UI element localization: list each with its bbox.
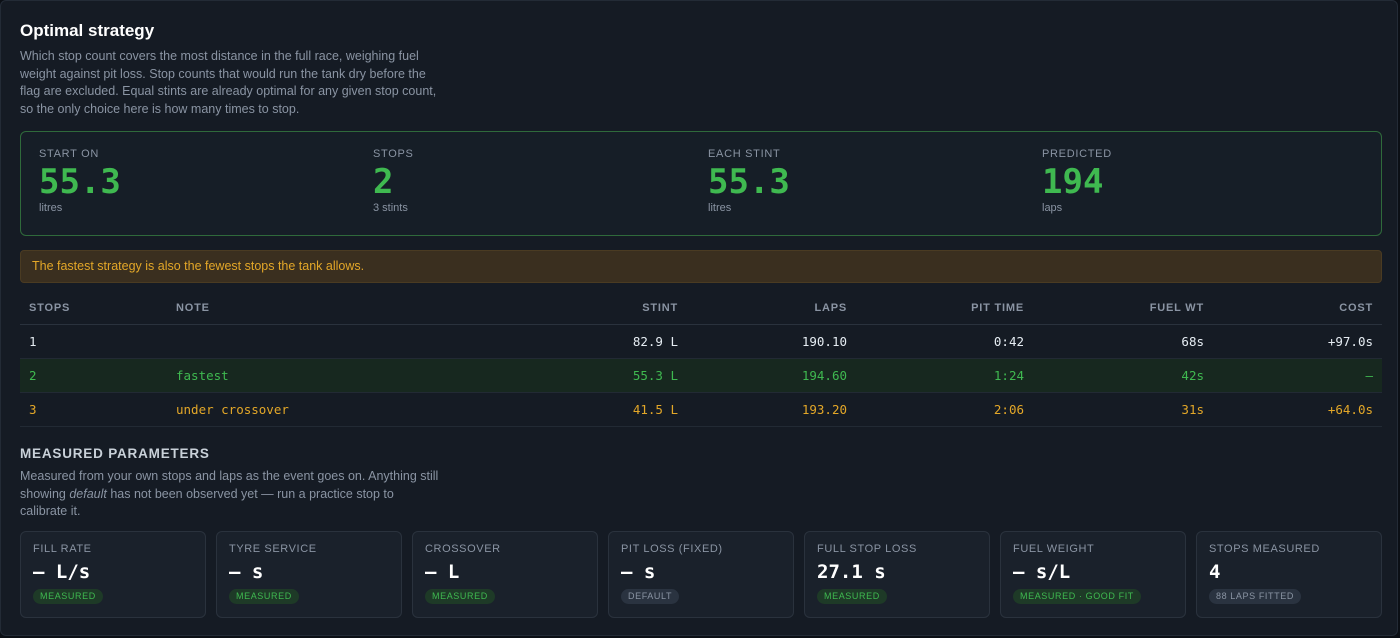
strategy-summary: START ON 55.3 litres STOPS 2 3 stints EA… <box>20 131 1382 236</box>
cell-stint: 41.5 L <box>457 392 687 427</box>
cell-stint: 82.9 L <box>457 324 687 359</box>
stat-stops: STOPS 2 3 stints <box>373 148 414 214</box>
strategy-description: Which stop count covers the most distanc… <box>20 49 437 116</box>
page-title: Optimal strategy <box>20 21 155 40</box>
status-badge: MEASURED <box>425 589 495 604</box>
col-header-pit-time[interactable]: PIT TIME <box>856 291 1033 325</box>
panel-content: Optimal strategy Which stop count covers… <box>20 21 1382 618</box>
param-card-stops-measured: STOPS MEASURED 4 88 LAPS FITTED <box>1196 531 1382 618</box>
cell-fuel-wt: 68s <box>1033 324 1213 359</box>
params-desc-after: has not been observed yet — run a practi… <box>20 486 394 519</box>
params-desc-default: default <box>69 486 107 501</box>
cell-cost: +97.0s <box>1213 324 1382 359</box>
param-card-pit-loss-fixed: PIT LOSS (FIXED) — s DEFAULT <box>608 531 794 618</box>
stat-start-on: START ON 55.3 litres <box>39 148 121 214</box>
stat-value: 55.3 <box>708 162 790 202</box>
stat-value: 55.3 <box>39 162 121 202</box>
col-header-stops[interactable]: STOPS <box>20 291 167 325</box>
table-row-under-crossover[interactable]: 3 under crossover 41.5 L 193.20 2:06 31s… <box>20 392 1382 427</box>
col-header-stint[interactable]: STINT <box>457 291 687 325</box>
stat-value: 194 <box>1042 162 1104 202</box>
status-badge: DEFAULT <box>621 589 680 604</box>
status-badge: MEASURED · GOOD FIT <box>1013 589 1141 604</box>
cell-note: fastest <box>167 358 457 393</box>
stat-label: PREDICTED <box>1042 148 1112 160</box>
param-label: CROSSOVER <box>425 543 501 555</box>
cell-stops: 1 <box>20 324 167 359</box>
stat-each-stint: EACH STINT 55.3 litres <box>708 148 790 214</box>
params-description: Measured from your own stops and laps as… <box>20 468 440 521</box>
param-card-crossover: CROSSOVER — L MEASURED <box>412 531 598 618</box>
param-label: FUEL WEIGHT <box>1013 543 1095 555</box>
cell-laps: 193.20 <box>687 392 856 427</box>
cell-laps: 194.60 <box>687 358 856 393</box>
cell-cost: +64.0s <box>1213 392 1382 427</box>
cell-fuel-wt: 31s <box>1033 392 1213 427</box>
param-label: FULL STOP LOSS <box>817 543 917 555</box>
param-label: STOPS MEASURED <box>1209 543 1320 555</box>
col-header-cost[interactable]: COST <box>1213 291 1382 325</box>
status-badge: 88 LAPS FITTED <box>1209 589 1301 604</box>
cell-fuel-wt: 42s <box>1033 358 1213 393</box>
stat-label: EACH STINT <box>708 148 781 160</box>
param-value: — L <box>425 561 460 583</box>
stat-label: START ON <box>39 148 99 160</box>
param-card-fill-rate: FILL RATE — L/s MEASURED <box>20 531 206 618</box>
stat-unit: laps <box>1042 202 1063 214</box>
cell-pit-time: 0:42 <box>856 324 1033 359</box>
param-label: FILL RATE <box>33 543 92 555</box>
stat-label: STOPS <box>373 148 414 160</box>
table-row[interactable]: 1 82.9 L 190.10 0:42 68s +97.0s <box>20 324 1382 359</box>
status-badge: MEASURED <box>229 589 299 604</box>
table-row-fastest[interactable]: 2 fastest 55.3 L 194.60 1:24 42s – <box>20 358 1382 393</box>
cell-note <box>167 324 457 359</box>
col-header-fuel-wt[interactable]: FUEL WT <box>1033 291 1213 325</box>
status-badge: MEASURED <box>817 589 887 604</box>
params-desc-before: Measured from your own stops and laps as… <box>20 469 439 501</box>
param-card-tyre-service: TYRE SERVICE — s MEASURED <box>216 531 402 618</box>
stat-predicted: PREDICTED 194 laps <box>1042 148 1112 214</box>
param-value: 27.1 s <box>817 561 886 583</box>
param-value: — s/L <box>1013 561 1071 583</box>
param-label: TYRE SERVICE <box>229 543 317 555</box>
param-label: PIT LOSS (FIXED) <box>621 543 723 555</box>
status-badge: MEASURED <box>33 589 103 604</box>
section-title-measured-parameters: MEASURED PARAMETERS <box>20 446 210 461</box>
param-value: — s <box>229 561 264 583</box>
cell-laps: 190.10 <box>687 324 856 359</box>
col-header-laps[interactable]: LAPS <box>687 291 856 325</box>
param-value: 4 <box>1209 561 1221 583</box>
stat-unit: litres <box>39 202 63 214</box>
col-header-note[interactable]: NOTE <box>167 291 457 325</box>
cell-stint: 55.3 L <box>457 358 687 393</box>
cell-stops: 2 <box>20 358 167 393</box>
param-value: — s <box>621 561 656 583</box>
stat-value: 2 <box>373 162 394 202</box>
strategy-table: STOPS NOTE STINT LAPS PIT TIME FUEL WT C… <box>20 291 1382 427</box>
cell-pit-time: 1:24 <box>856 358 1033 393</box>
cell-note: under crossover <box>167 392 457 427</box>
cell-stops: 3 <box>20 392 167 427</box>
stat-unit: litres <box>708 202 732 214</box>
table-header-row: STOPS NOTE STINT LAPS PIT TIME FUEL WT C… <box>20 291 1382 325</box>
stat-unit: 3 stints <box>373 202 408 214</box>
param-card-fuel-weight: FUEL WEIGHT — s/L MEASURED · GOOD FIT <box>1000 531 1186 618</box>
cell-pit-time: 2:06 <box>856 392 1033 427</box>
strategy-notice: The fastest strategy is also the fewest … <box>20 250 1382 283</box>
cell-cost: – <box>1213 358 1382 393</box>
param-value: — L/s <box>33 561 91 583</box>
parameter-cards: FILL RATE — L/s MEASURED TYRE SERVICE — … <box>20 531 1382 619</box>
param-card-full-stop-loss: FULL STOP LOSS 27.1 s MEASURED <box>804 531 990 618</box>
